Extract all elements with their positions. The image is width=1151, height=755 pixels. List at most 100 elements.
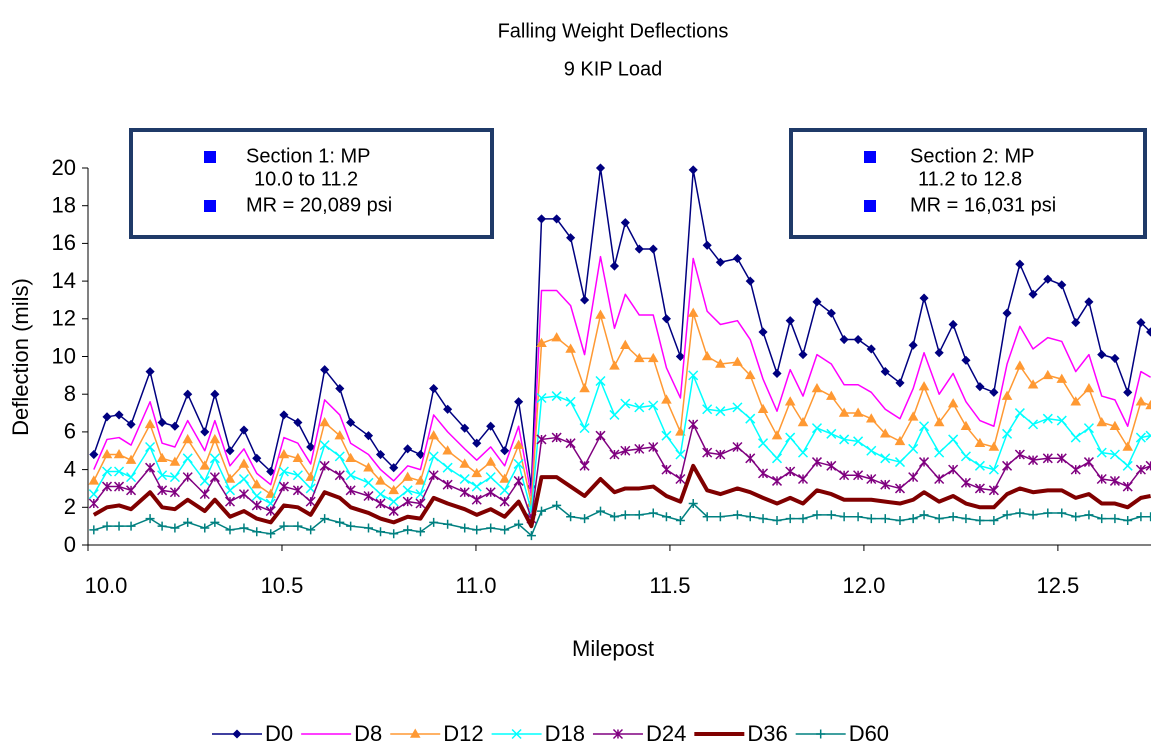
marker — [1109, 449, 1120, 460]
marker — [1028, 455, 1039, 466]
marker — [114, 521, 124, 531]
marker — [960, 420, 972, 430]
marker — [486, 421, 496, 431]
y-tick-label: 8 — [64, 381, 76, 406]
legend-label: D36 — [747, 721, 787, 746]
marker — [648, 508, 658, 518]
marker — [948, 319, 958, 330]
marker — [758, 468, 769, 479]
marker — [199, 475, 210, 486]
marker — [388, 506, 399, 517]
marker — [388, 484, 400, 495]
marker — [471, 467, 483, 478]
marker — [647, 352, 659, 363]
legend-label: D18 — [545, 721, 585, 746]
x-tick-label: 11.5 — [649, 573, 690, 598]
marker — [1123, 387, 1133, 397]
y-tick-label: 20 — [52, 155, 76, 180]
marker — [126, 419, 136, 429]
marker — [169, 456, 181, 466]
marker — [744, 369, 756, 380]
marker — [224, 485, 236, 496]
legend-label: D12 — [443, 721, 483, 746]
marker — [278, 449, 290, 459]
marker — [771, 475, 783, 486]
data-line — [93, 312, 1151, 505]
marker — [797, 447, 809, 458]
marker — [908, 340, 918, 350]
marker — [565, 438, 576, 449]
marker — [866, 514, 876, 524]
marker — [675, 449, 686, 460]
marker — [389, 463, 399, 473]
marker — [102, 521, 112, 531]
marker — [113, 449, 125, 459]
marker — [499, 473, 510, 483]
marker — [715, 358, 726, 368]
marker — [513, 439, 524, 449]
data-line — [93, 255, 1151, 497]
marker — [634, 443, 645, 454]
marker — [826, 390, 837, 400]
marker — [1084, 510, 1094, 520]
marker — [609, 512, 619, 522]
marker — [595, 163, 606, 173]
marker — [376, 527, 386, 537]
marker — [388, 496, 399, 507]
x-axis-label: Milepost — [572, 636, 654, 661]
marker — [934, 348, 944, 358]
marker — [758, 514, 768, 524]
marker — [375, 489, 386, 500]
marker — [225, 525, 235, 535]
marker — [459, 487, 470, 498]
marker — [499, 496, 510, 507]
chart-subtitle: 9 KIP Load — [564, 58, 663, 80]
marker — [785, 316, 795, 326]
marker — [251, 490, 262, 502]
marker — [732, 402, 743, 413]
marker — [895, 378, 905, 388]
marker — [210, 517, 220, 527]
marker — [701, 350, 713, 361]
marker — [732, 441, 743, 453]
marker — [894, 435, 906, 446]
marker — [1043, 508, 1053, 518]
marker — [145, 462, 156, 473]
marker — [170, 523, 180, 533]
marker — [688, 419, 699, 430]
marker — [988, 485, 999, 496]
marker — [609, 261, 620, 271]
marker — [745, 453, 756, 464]
marker — [88, 475, 100, 485]
marker — [536, 337, 547, 348]
marker — [403, 525, 413, 535]
marker — [634, 402, 645, 413]
marker — [293, 521, 303, 531]
series-d8 — [93, 255, 1151, 497]
marker — [279, 410, 289, 420]
y-tick-label: 14 — [52, 268, 76, 293]
marker — [732, 356, 743, 366]
marker — [634, 510, 644, 520]
annotation-text: Section 2: MP — [910, 145, 1035, 167]
marker — [1070, 432, 1081, 443]
marker — [620, 218, 630, 228]
x-tick-label: 11.0 — [455, 573, 496, 598]
marker — [1071, 512, 1081, 522]
marker — [402, 496, 413, 507]
x-tick-label: 10.5 — [261, 573, 304, 598]
marker — [182, 453, 193, 464]
marker — [908, 472, 919, 483]
marker — [102, 412, 112, 422]
marker — [675, 426, 686, 436]
marker — [675, 473, 686, 485]
marker — [471, 481, 482, 492]
marker — [798, 514, 808, 524]
marker — [974, 460, 985, 471]
marker — [1001, 390, 1013, 400]
marker — [1135, 464, 1146, 475]
marker — [409, 728, 421, 738]
marker — [345, 452, 356, 463]
marker — [1056, 415, 1067, 426]
marker — [1028, 289, 1038, 299]
